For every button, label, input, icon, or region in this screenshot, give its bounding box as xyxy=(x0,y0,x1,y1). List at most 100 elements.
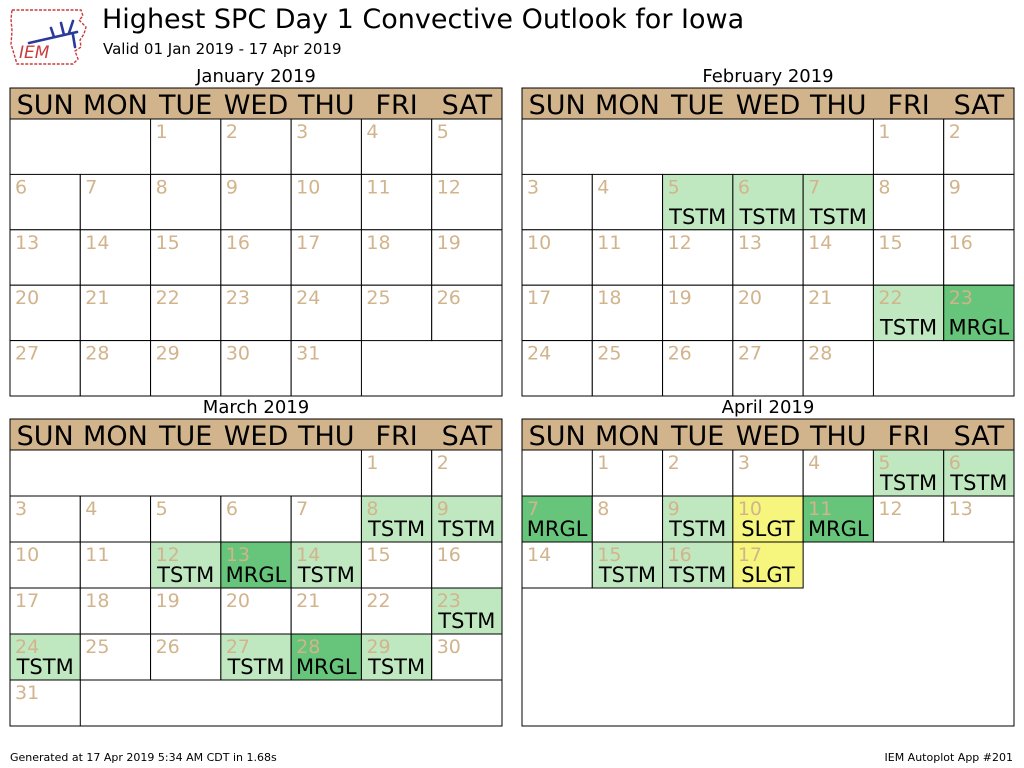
day-cell xyxy=(9,541,81,589)
day-number: 8 xyxy=(366,498,378,520)
day-cell xyxy=(431,633,503,681)
iem-logo: IEM xyxy=(10,9,87,65)
weekday-label-thu: THU xyxy=(297,90,355,121)
day-number: 19 xyxy=(156,590,180,612)
day-cell xyxy=(150,118,222,175)
weekday-label-sat: SAT xyxy=(442,421,493,452)
day-number: 13 xyxy=(226,544,250,566)
weekday-label-wed: WED xyxy=(224,90,289,121)
day-cell xyxy=(943,229,1015,286)
day-cell xyxy=(732,229,804,286)
day-number: 15 xyxy=(878,232,902,254)
day-cell xyxy=(431,284,503,342)
outlook-category-label: TSTM xyxy=(668,517,726,541)
day-number: 30 xyxy=(437,636,461,658)
day-number: 8 xyxy=(597,498,609,520)
weekday-label-sun: SUN xyxy=(529,90,586,121)
day-number: 29 xyxy=(366,636,390,658)
weekday-label-thu: THU xyxy=(809,421,867,452)
day-number: 29 xyxy=(156,343,180,365)
day-number: 4 xyxy=(808,452,820,474)
day-number: 7 xyxy=(85,176,97,198)
day-cell xyxy=(732,340,804,397)
weekday-header xyxy=(9,87,503,120)
day-number: 24 xyxy=(296,287,320,309)
wind-barb-icon xyxy=(27,19,79,49)
outlook-category-label: TSTM xyxy=(367,517,425,541)
month-label-april-2019: April 2019 xyxy=(722,397,815,418)
outlook-category-label: TSTM xyxy=(437,609,495,633)
day-cell xyxy=(662,340,734,397)
logo-text: IEM xyxy=(19,43,50,63)
weekday-label-tue: TUE xyxy=(670,90,724,121)
day-number: 3 xyxy=(15,498,27,520)
day-number: 21 xyxy=(85,287,109,309)
day-number: 12 xyxy=(878,498,902,520)
day-number: 16 xyxy=(949,232,973,254)
day-cell xyxy=(662,495,734,543)
day-number: 10 xyxy=(15,544,39,566)
day-cell xyxy=(802,284,874,342)
day-cell xyxy=(9,679,81,727)
outlook-category-label: TSTM xyxy=(738,205,796,229)
day-number: 17 xyxy=(15,590,39,612)
day-number: 20 xyxy=(15,287,39,309)
day-number: 19 xyxy=(668,287,692,309)
day-cell xyxy=(290,118,362,175)
outlook-category-label: TSTM xyxy=(879,471,937,495)
day-number: 9 xyxy=(226,176,238,198)
weekday-label-tue: TUE xyxy=(158,421,212,452)
day-number: 16 xyxy=(668,544,692,566)
day-cell xyxy=(431,495,503,543)
day-cell xyxy=(220,633,292,681)
day-number: 26 xyxy=(156,636,180,658)
day-number: 31 xyxy=(15,682,39,704)
day-cell xyxy=(150,173,222,231)
weekday-label-sat: SAT xyxy=(954,421,1005,452)
day-number: 1 xyxy=(878,121,890,143)
day-number: 14 xyxy=(296,544,320,566)
day-number: 11 xyxy=(85,544,109,566)
day-number: 6 xyxy=(738,176,750,198)
day-cell xyxy=(360,633,433,681)
day-number: 22 xyxy=(878,287,902,309)
day-number: 7 xyxy=(808,176,820,198)
day-number: 17 xyxy=(296,232,320,254)
footer-generated-note: Generated at 17 Apr 2019 5:34 AM CDT in … xyxy=(10,751,277,764)
day-cell xyxy=(220,587,292,635)
day-number: 26 xyxy=(437,287,461,309)
day-number: 21 xyxy=(808,287,832,309)
day-number: 1 xyxy=(597,452,609,474)
day-cell xyxy=(360,541,433,589)
day-cell xyxy=(943,118,1015,175)
day-number: 21 xyxy=(296,590,320,612)
day-cell xyxy=(290,633,362,681)
day-cell xyxy=(802,495,874,543)
day-number: 15 xyxy=(597,544,621,566)
day-number: 4 xyxy=(366,121,378,143)
day-cell xyxy=(662,284,734,342)
day-number: 2 xyxy=(949,121,961,143)
weekday-label-mon: MON xyxy=(83,90,148,121)
day-cell xyxy=(220,229,292,286)
day-cell xyxy=(150,340,222,397)
weekday-label-sun: SUN xyxy=(529,421,586,452)
day-number: 23 xyxy=(226,287,250,309)
outlook-category-label: TSTM xyxy=(598,563,656,587)
day-cell xyxy=(220,495,292,543)
day-cell xyxy=(79,541,152,589)
day-number: 12 xyxy=(668,232,692,254)
day-number: 26 xyxy=(668,343,692,365)
day-cell xyxy=(150,633,222,681)
day-number: 10 xyxy=(738,498,762,520)
day-cell xyxy=(150,587,222,635)
day-cell xyxy=(220,340,292,397)
day-cell xyxy=(521,541,593,589)
day-number: 14 xyxy=(85,232,109,254)
day-number: 2 xyxy=(226,121,238,143)
day-number: 7 xyxy=(527,498,539,520)
outlook-category-label: TSTM xyxy=(668,205,726,229)
day-cell xyxy=(360,173,433,231)
